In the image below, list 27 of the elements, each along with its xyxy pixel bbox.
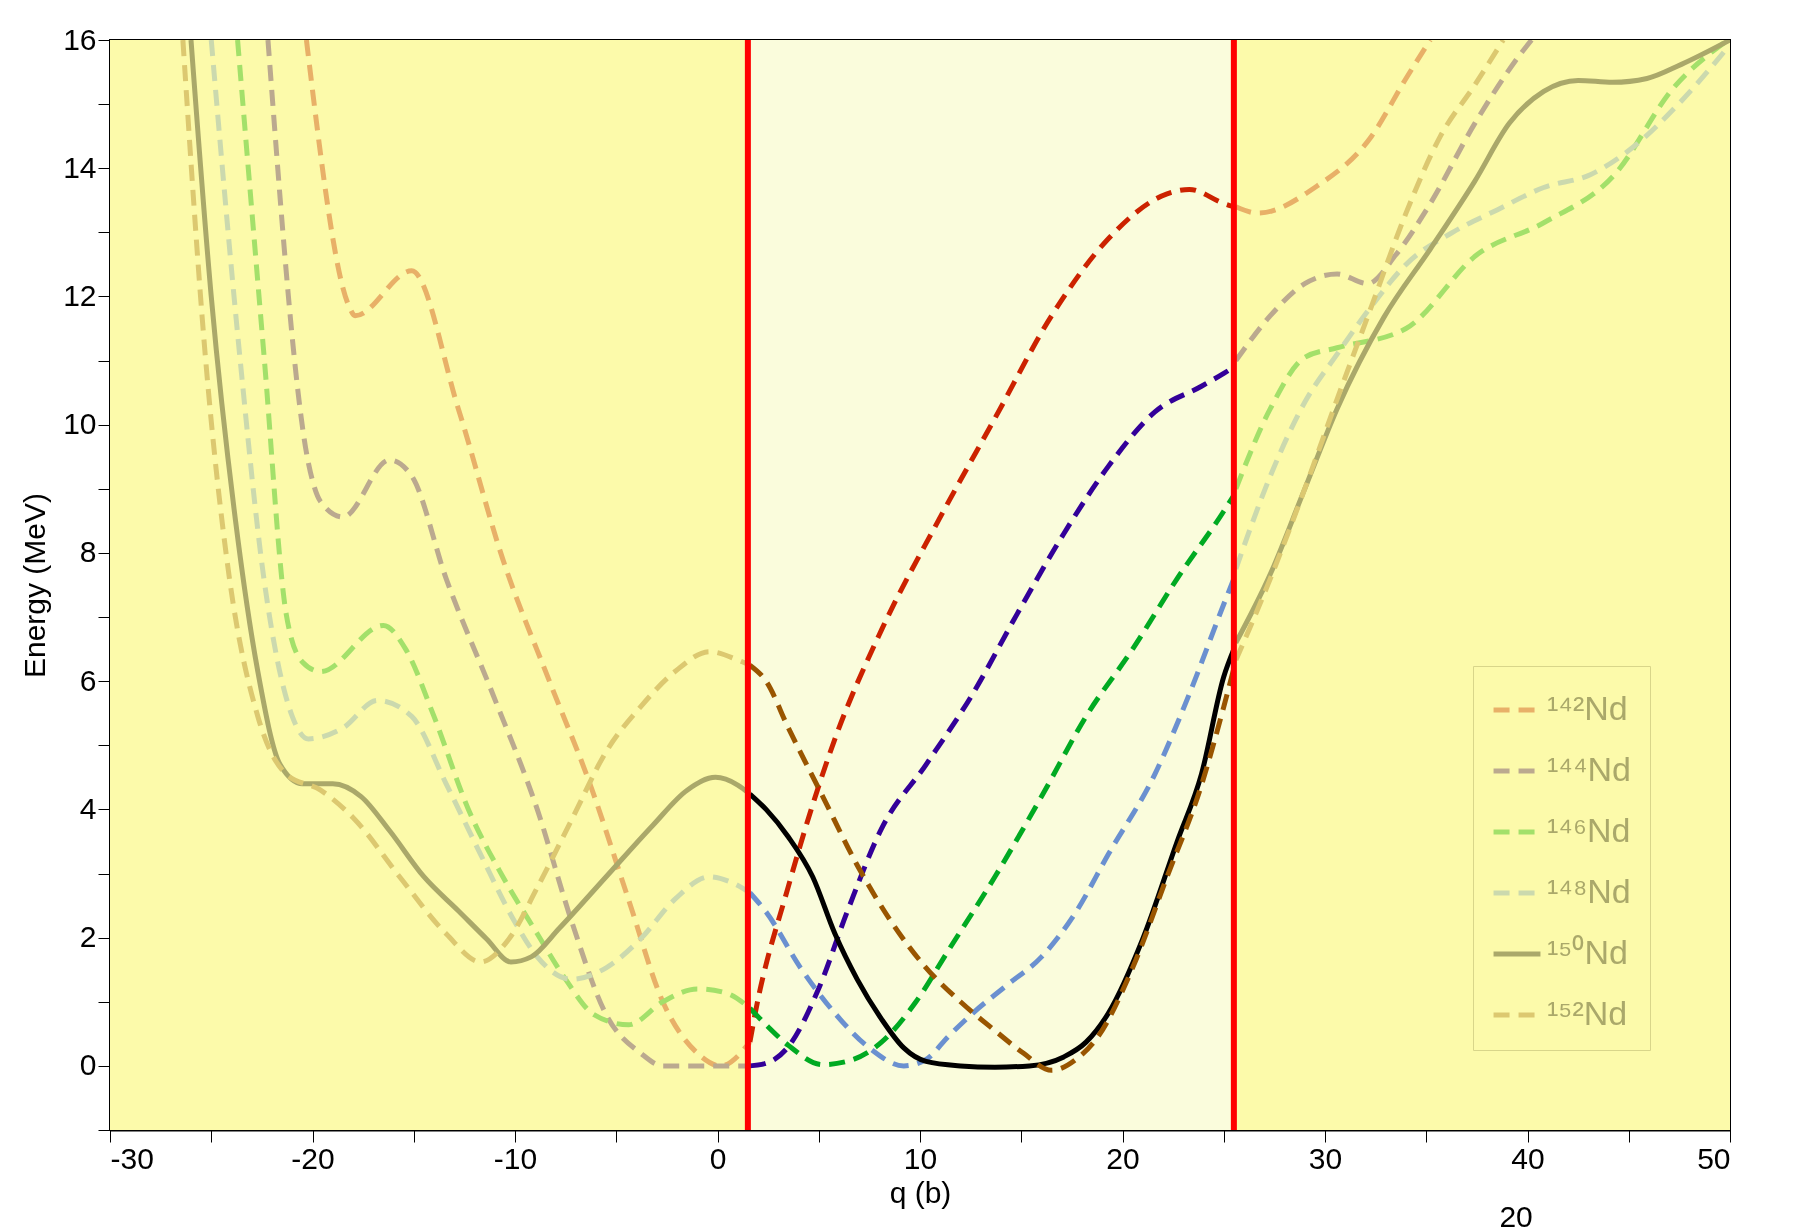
x-tick-label: 20 <box>1106 1141 1140 1175</box>
x-tick-label: 0 <box>709 1141 727 1175</box>
y-tick-label: 12 <box>63 278 97 312</box>
y-tick-label: 4 <box>79 791 97 825</box>
y-tick-label: 8 <box>79 535 97 569</box>
y-axis-title: Energy (MeV) <box>18 492 52 679</box>
x-tick-label: -20 <box>291 1141 335 1175</box>
legend-label: ¹⁵⁰Nd <box>1547 933 1628 971</box>
y-tick-label: 14 <box>63 150 97 184</box>
x-tick-label: -30 <box>110 1141 154 1175</box>
y-tick-label: 6 <box>79 663 97 697</box>
y-tick-label: 16 <box>63 22 97 56</box>
legend-label: ¹⁴²Nd <box>1547 689 1628 727</box>
x-tick-label: 10 <box>903 1141 938 1175</box>
legend-label: ¹⁴⁴Nd <box>1547 750 1632 788</box>
y-tick-label: 2 <box>79 920 97 954</box>
legend-label: ¹⁴⁶Nd <box>1547 811 1631 849</box>
text: 20 <box>1499 1200 1533 1232</box>
x-tick-label: -10 <box>493 1141 538 1175</box>
x-tick-label: 30 <box>1308 1141 1343 1175</box>
legend-label: ¹⁵²Nd <box>1547 994 1628 1032</box>
y-tick-label: 0 <box>79 1048 97 1082</box>
y-tick-label: 10 <box>63 407 97 441</box>
x-axis-title: q (b) <box>889 1175 952 1209</box>
x-tick-label: 50 <box>1697 1141 1731 1175</box>
legend-label: ¹⁴⁸Nd <box>1547 872 1631 910</box>
x-tick-label: 40 <box>1511 1141 1545 1175</box>
